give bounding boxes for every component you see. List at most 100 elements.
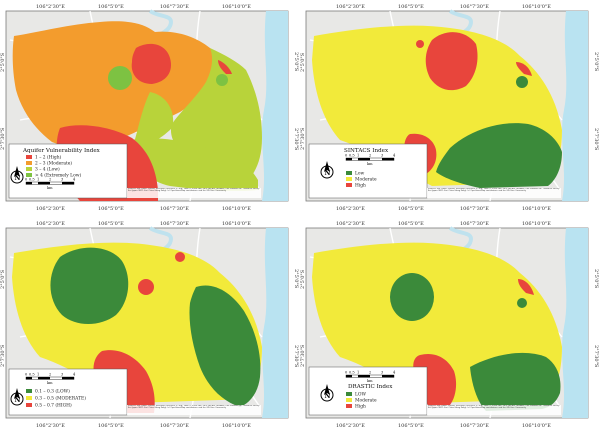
zone-low-west xyxy=(50,247,129,324)
scale-tick: 2 xyxy=(369,154,371,158)
legend-items: 1 – 2 (High) 2 – 3 (Moderate) 3 – 4 (Low… xyxy=(26,155,81,179)
zone-low-small xyxy=(516,76,528,88)
lat-label: 2°5'0"S xyxy=(300,269,306,289)
zone-high-center xyxy=(138,279,154,295)
map-svg: 106°2'30"E 106°5'0"E 106°7'30"E 106°10'0… xyxy=(300,4,599,212)
zone-low-2 xyxy=(132,92,174,150)
legend-swatch xyxy=(346,177,352,181)
map-panel-sintacs: 106°2'30"E 106°5'0"E 106°7'30"E 106°10'0… xyxy=(300,0,600,216)
zone-high-coast xyxy=(518,279,534,295)
zone-low-south xyxy=(470,352,561,411)
scale-tick: 1 xyxy=(357,154,359,158)
legend-title: DRASTIC Index xyxy=(348,384,393,390)
scale-bar: 0 0.5 1 2 3 4 km xyxy=(345,154,396,167)
lon-label: 106°5'0"E xyxy=(398,221,424,227)
lon-label: 106°2'30"E xyxy=(336,4,365,10)
north-arrow-icon: N xyxy=(320,384,334,402)
credit-bg xyxy=(127,405,261,415)
lon-label: 106°5'0"E xyxy=(398,423,424,429)
lon-label: 106°2'30"E xyxy=(36,206,65,212)
sea xyxy=(262,11,288,201)
lat-label: 2°7'30"S xyxy=(293,345,299,368)
legend-swatch xyxy=(26,396,32,400)
scale-unit: km xyxy=(367,162,373,166)
legend-swatch xyxy=(26,161,32,165)
legend-label: Moderate xyxy=(355,178,377,183)
scale-bar: 0 0.5 1 2 3 4 km xyxy=(25,178,76,191)
zone-high-coast xyxy=(516,62,532,76)
lon-label: 106°2'30"E xyxy=(336,423,365,429)
scale-tick: 4 xyxy=(73,373,76,377)
scale-tick: 2 xyxy=(49,178,51,182)
graticule-labels: 106°2'30"E 106°5'0"E 106°7'30"E 106°10'0… xyxy=(300,4,599,212)
lon-label: 106°10'0"E xyxy=(522,206,551,212)
credit-bg xyxy=(427,405,561,415)
scale-tick: 2 xyxy=(369,371,371,375)
legend-label: LOW xyxy=(355,393,367,398)
legend-swatch xyxy=(346,171,352,175)
lat-label: 2°7'30"S xyxy=(0,344,6,367)
scale-tick: 3 xyxy=(61,178,64,182)
north-letter: N xyxy=(325,392,331,400)
lat-label: 2°5'0"S xyxy=(593,269,599,289)
legend-title: SINTACS Index xyxy=(344,148,389,154)
north-letter: N xyxy=(15,396,21,404)
lon-label: 106°10'0"E xyxy=(522,4,551,10)
lon-label: 106°5'0"E xyxy=(98,4,124,10)
scale-tick: 2 xyxy=(49,373,51,377)
legend-swatch xyxy=(346,392,352,396)
map-panel-drastic: 106°2'30"E 106°5'0"E 106°7'30"E 106°10'0… xyxy=(300,217,600,433)
credit-text: Sources: Esri, HERE, Garmin, Intermap, i… xyxy=(428,405,560,410)
scale-tick: 0 xyxy=(25,373,28,377)
credit-bg xyxy=(427,188,561,198)
lat-label: 2°7'30"S xyxy=(293,128,299,151)
scale-unit: km xyxy=(47,381,53,385)
lon-label: 106°7'30"E xyxy=(460,423,489,429)
map-svg: 106°2'30"E 106°5'0"E 106°7'30"E 106°10'0… xyxy=(300,221,599,429)
lon-label: 106°5'0"E xyxy=(98,206,124,212)
legend-label: > 4 (Extremely Low) xyxy=(35,174,81,179)
legend-label: Moderate xyxy=(355,399,377,404)
credit-wrapper: Sources: Esri, HERE, Garmin, Intermap, i… xyxy=(128,188,260,192)
legend-swatch xyxy=(346,183,352,187)
lon-label: 106°10'0"E xyxy=(222,206,251,212)
lon-label: 106°7'30"E xyxy=(460,206,489,212)
legend-title: Aquifer Vulnerability Index xyxy=(22,148,101,154)
zone-high-north xyxy=(131,43,172,84)
credit-text: Sources: Esri, HERE, Garmin, Intermap, i… xyxy=(428,188,560,193)
legend-swatch xyxy=(346,404,352,408)
legend-items: 0.1 – 0.3 (LOW) 0.3 – 0.5 (MODERATE) 0.5… xyxy=(26,389,86,409)
graticule-labels: 106°2'30"E 106°5'0"E 106°7'30"E 106°10'0… xyxy=(0,221,299,429)
scale-tick: 0 xyxy=(345,154,348,158)
lon-label: 106°7'30"E xyxy=(160,206,189,212)
map-panel-index-3: 106°2'30"E 106°5'0"E 106°7'30"E 106°10'0… xyxy=(0,217,300,433)
scale-bar: 0 0.5 1 2 3 4 km xyxy=(25,373,76,386)
zone-extremely-low xyxy=(108,66,132,90)
zone-high-coast xyxy=(218,60,232,74)
zone-low-center xyxy=(390,273,434,321)
lat-label: 2°7'30"S xyxy=(300,344,306,367)
scale-tick: 4 xyxy=(393,371,396,375)
lon-label: 106°2'30"E xyxy=(36,423,65,429)
lon-label: 106°10'0"E xyxy=(222,4,251,10)
scale-unit: km xyxy=(367,379,373,383)
scale-tick: 3 xyxy=(381,154,384,158)
legend-swatch xyxy=(26,389,32,393)
lon-label: 106°7'30"E xyxy=(160,423,189,429)
zone-high-north xyxy=(425,32,478,91)
map-svg: 106°2'30"E 106°5'0"E 106°7'30"E 106°10'0… xyxy=(0,4,299,212)
legend-label: 2 – 3 (Moderate) xyxy=(35,162,72,167)
lat-label: 2°5'0"S xyxy=(300,52,306,72)
lat-label: 2°7'30"S xyxy=(593,128,599,151)
legend-label: 0.3 – 0.5 (MODERATE) xyxy=(35,397,86,402)
north-letter: N xyxy=(325,169,331,177)
north-arrow-icon: N xyxy=(320,161,334,179)
sea xyxy=(262,228,288,418)
scale-tick: 1 xyxy=(357,371,359,375)
zone-low-3 xyxy=(130,138,258,191)
zone-low-east xyxy=(189,285,261,407)
scale-tick: 1 xyxy=(37,178,39,182)
lon-label: 106°7'30"E xyxy=(460,4,489,10)
map-panel-avi: 106°2'30"E 106°5'0"E 106°7'30"E 106°10'0… xyxy=(0,0,300,216)
legend-items: Low Moderate High xyxy=(346,171,377,189)
